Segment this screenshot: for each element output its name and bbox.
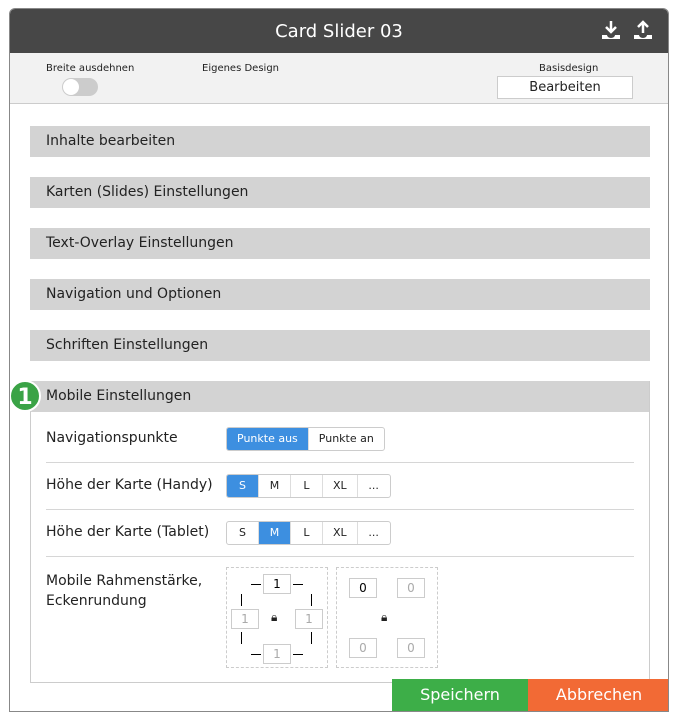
section-content[interactable]: Inhalte bearbeiten — [30, 126, 650, 157]
divider — [46, 509, 634, 510]
base-design-label: Basisdesign — [539, 63, 599, 74]
divider — [46, 462, 634, 463]
save-button[interactable]: Speichern — [392, 679, 528, 711]
dialog-window: Card Slider 03 Breite ausdehnen Eigenes … — [9, 8, 669, 712]
toolbar: Breite ausdehnen Eigenes Design Basisdes… — [10, 53, 668, 104]
section-navigation[interactable]: Navigation und Optionen — [30, 279, 650, 310]
corner-radius-box: 0 0 0 0 🔒︎ — [336, 567, 438, 668]
header: Card Slider 03 — [10, 9, 668, 53]
radius-top-left-input[interactable]: 0 — [349, 578, 377, 598]
nav-dots-label: Navigationspunkte — [46, 430, 178, 446]
height-tablet-selector: S M L XL ... — [226, 521, 391, 545]
option-dots-off[interactable]: Punkte aus — [227, 428, 309, 450]
section-text-overlay[interactable]: Text-Overlay Einstellungen — [30, 228, 650, 259]
border-right-input[interactable]: 1 — [295, 609, 323, 629]
lock-icon[interactable]: 🔒︎ — [381, 610, 388, 624]
section-mobile[interactable]: Mobile Einstellungen — [30, 381, 650, 412]
cancel-button[interactable]: Abbrechen — [528, 679, 668, 711]
option-m[interactable]: M — [259, 475, 291, 497]
download-icon[interactable] — [600, 19, 622, 41]
lock-icon[interactable]: 🔒︎ — [271, 610, 278, 624]
expand-width-toggle[interactable] — [62, 78, 98, 96]
border-bottom-input[interactable]: 1 — [263, 644, 291, 664]
page-title: Card Slider 03 — [275, 21, 403, 42]
option-dots-on[interactable]: Punkte an — [318, 432, 374, 445]
border-left-input[interactable]: 1 — [231, 609, 259, 629]
step-badge: 1 — [10, 380, 41, 412]
nav-dots-selector: Punkte aus Punkte an — [226, 427, 385, 451]
mobile-section-body — [30, 381, 650, 683]
section-cards[interactable]: Karten (Slides) Einstellungen — [30, 177, 650, 208]
option-s[interactable]: S — [227, 522, 259, 544]
option-m[interactable]: M — [259, 522, 291, 544]
upload-icon[interactable] — [632, 19, 654, 41]
option-xl[interactable]: XL — [323, 522, 358, 544]
height-tablet-label: Höhe der Karte (Tablet) — [46, 524, 210, 540]
edit-base-design-button[interactable]: Bearbeiten — [497, 76, 633, 99]
expand-width-label: Breite ausdehnen — [46, 63, 135, 74]
option-s[interactable]: S — [227, 475, 259, 497]
border-label: Mobile Rahmenstärke, Eckenrundung — [46, 573, 203, 609]
section-fonts[interactable]: Schriften Einstellungen — [30, 330, 650, 361]
border-width-box: 1 1 1 1 🔒︎ — [226, 567, 328, 668]
option-l[interactable]: L — [291, 522, 323, 544]
option-l[interactable]: L — [291, 475, 323, 497]
option-xl[interactable]: XL — [323, 475, 358, 497]
height-phone-label: Höhe der Karte (Handy) — [46, 477, 213, 493]
radius-bottom-left-input[interactable]: 0 — [349, 638, 377, 658]
radius-bottom-right-input[interactable]: 0 — [397, 638, 425, 658]
radius-top-right-input[interactable]: 0 — [397, 578, 425, 598]
border-top-input[interactable]: 1 — [263, 574, 291, 594]
option-more[interactable]: ... — [368, 526, 379, 539]
divider — [46, 556, 634, 557]
custom-design-label: Eigenes Design — [202, 63, 280, 74]
option-more[interactable]: ... — [368, 479, 379, 492]
height-phone-selector: S M L XL ... — [226, 474, 391, 498]
